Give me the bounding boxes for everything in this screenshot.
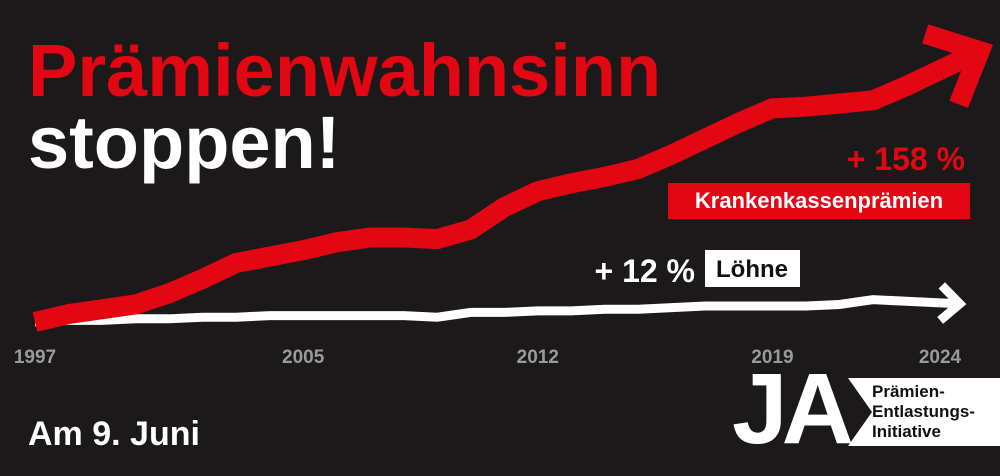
data-line <box>34 295 941 327</box>
x-tick-label: 1997 <box>14 347 56 368</box>
end-label: + 12 % <box>594 253 695 289</box>
arrow-head <box>937 282 967 324</box>
arrow-shaft <box>939 298 955 309</box>
series-label: Krankenkassenprämien <box>695 188 943 213</box>
label-box <box>668 183 970 219</box>
logo-text: Initiative <box>872 422 941 441</box>
x-tick-label: 2012 <box>517 347 559 368</box>
x-tick-label: 2005 <box>282 347 325 368</box>
data-line <box>32 60 945 332</box>
end-label: + 158 % <box>847 141 965 177</box>
logo-text: Entlastungs- <box>872 402 975 421</box>
logo-mark: JA <box>732 353 852 465</box>
logo-text: Prämien- <box>872 382 945 401</box>
x-tick-label: 2024 <box>919 347 962 368</box>
chart-subtitle: stoppen! <box>28 101 340 184</box>
logo-box <box>848 378 1000 446</box>
arrow-head <box>922 24 993 108</box>
date-text: Am 9. Juni <box>28 415 200 453</box>
x-tick-label: 2019 <box>751 347 793 368</box>
arrow-shaft <box>935 47 974 80</box>
series-label: Löhne <box>716 256 788 283</box>
chart-title: Prämienwahnsinn <box>28 29 661 112</box>
label-box <box>705 250 800 287</box>
